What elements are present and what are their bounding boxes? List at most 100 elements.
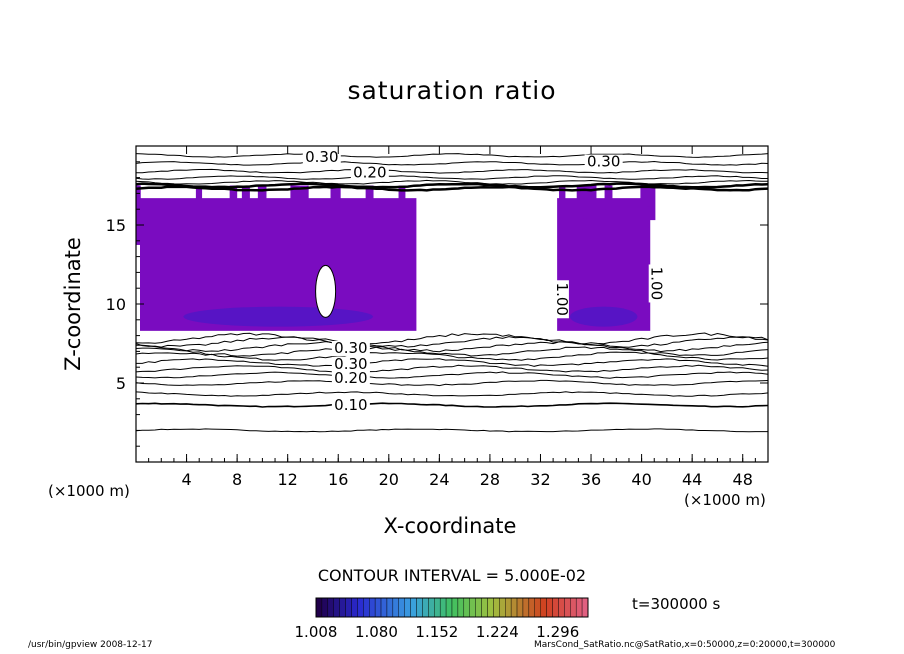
colorbar-frame [315,597,589,618]
supersaturated-streak [586,185,595,220]
colorbar-cell [327,597,334,618]
x-tick-label: 20 [379,470,399,489]
contour-line [136,341,769,353]
colorbar-cell [374,597,382,618]
contour-label-bg [350,165,389,181]
contour-label: 0.10 [334,396,367,414]
contour-line [135,371,769,379]
colorbar-cell [581,597,589,618]
contour-label: 0.30 [334,339,367,357]
colorbar-tick-label: 1.080 [355,623,398,641]
high-saturation-core [569,306,638,327]
supersaturated-streak [241,185,250,218]
colorbar-cell [416,597,423,618]
supersaturated-streak [648,185,656,221]
colorbar-tick-label: 1.296 [536,623,579,641]
contour-label: 0.30 [305,148,338,166]
high-saturation-core [183,306,373,327]
contour-interval-label: CONTOUR INTERVAL = 5.000E-02 [317,566,587,585]
contour-line [135,379,769,387]
colorbar-cell [422,597,429,618]
contour-label-bg [553,280,569,319]
colorbar-cell [333,597,340,618]
colorbar-cell [386,597,394,618]
x-tick-label: 40 [631,470,651,489]
colorbar-cell [315,597,323,618]
colorbar-cell [363,597,370,618]
contour-line [135,391,769,397]
colorbar-cell [404,597,411,618]
chart-title: saturation ratio [347,76,557,105]
contour-line [135,153,769,158]
colorbar-cell [558,597,565,618]
footer-left: /usr/bin/gpview 2008-12-17 [28,640,153,650]
contour-label: 1.00 [553,283,571,316]
contour-label-bg [302,149,341,165]
colorbar-cell [434,597,441,618]
colorbar-cell [516,597,524,618]
y-tick-label: 5 [116,374,126,393]
colorbar-cell [451,597,459,618]
contour-line [135,336,769,348]
colorbar-cell [552,597,559,618]
y-tick-label: 15 [106,216,126,235]
colorbar-cell [469,597,476,618]
colorbar-cell [428,597,435,618]
contour-line [135,332,769,345]
colorbar-cell [493,597,500,618]
saturation-fill-layer [136,185,656,331]
colorbar-cell [457,597,465,618]
colorbar-cell [540,597,547,618]
y-axis-label: Z-coordinate [61,237,85,371]
colorbar-tick-label: 1.008 [295,623,338,641]
contour-label: 0.20 [353,164,386,182]
colorbar-cell [534,597,541,618]
colorbar-cell [487,597,494,618]
supersaturated-streak [641,185,650,207]
contour-label-bg [331,340,370,356]
colorbar-cell [339,597,346,618]
supersaturated-streak [605,185,613,226]
colorbar-cell [392,597,399,618]
contour-line [135,402,769,408]
supersaturated-streak [330,185,340,224]
colorbar-cell [575,597,583,618]
contour-line [135,160,769,166]
supersaturated-streak [257,185,267,216]
colorbar-tick-label: 1.224 [476,623,519,641]
supersaturated-streak [136,185,141,245]
x-tick-label: 28 [480,470,500,489]
contour-lines-layer [135,153,769,433]
contour-line [135,351,769,361]
colorbar-cell [357,597,364,618]
supersaturated-streak [230,185,236,209]
supersaturated-streak [559,185,566,215]
contour-line [135,179,769,185]
contour-label-bg [331,371,370,386]
supersaturated-streak [229,185,238,237]
colorbar-cell [463,597,470,618]
contour-line [135,428,768,433]
supersaturated-streak [365,185,372,208]
supersaturated-streak [290,185,298,234]
supersaturated-streak [294,185,303,236]
colorbar-cell [505,597,512,618]
colorbar-cell [321,597,329,618]
supersaturated-streak [195,185,203,236]
contour-label-bg [584,154,623,170]
colorbar-cell [345,597,352,618]
x-tick-label: 24 [429,470,449,489]
colorbar-cell [522,597,530,618]
colorbar-cell [564,597,571,618]
x-tick-label: 48 [733,470,753,489]
contour-line [136,168,769,174]
supersaturated-streak [581,185,588,219]
contour-line [135,182,769,189]
x-tick-label: 12 [278,470,298,489]
x-tick-label: 44 [682,470,702,489]
x-tick-label: 8 [232,470,242,489]
contour-label-bg [331,356,370,372]
colorbar-cell [445,597,453,618]
time-label: t=300000 s [632,595,721,613]
